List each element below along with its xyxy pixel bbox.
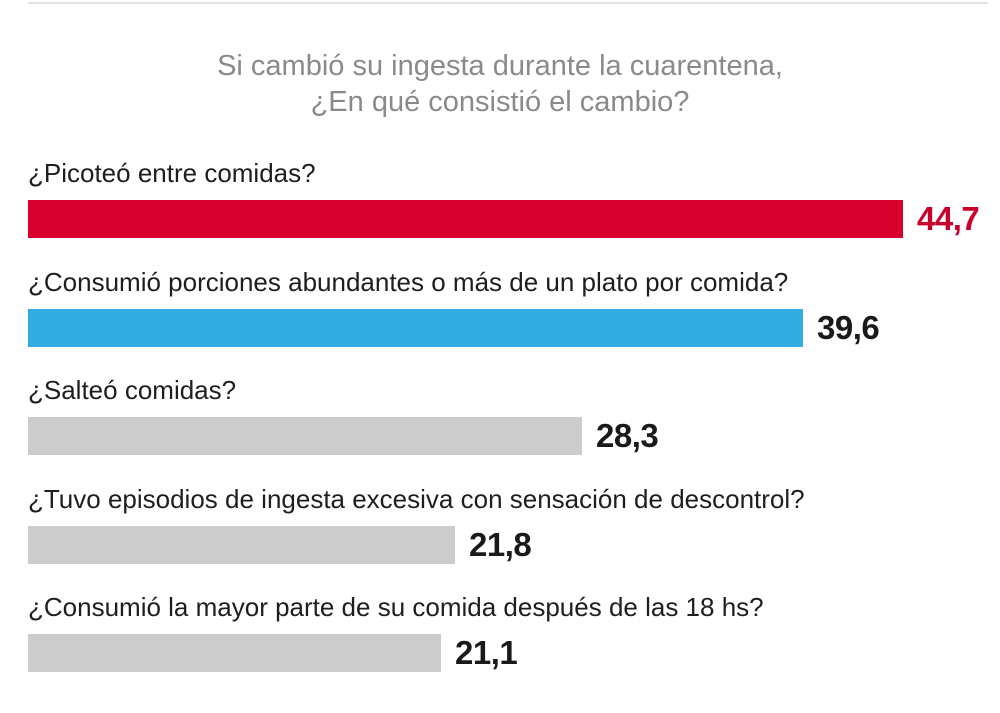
value-label: 44,7: [917, 200, 980, 237]
bar: [28, 417, 582, 455]
value-label: 39,6: [817, 308, 880, 346]
bar: [28, 200, 903, 238]
chart-title-line-1: Si cambió su ingesta durante la cuarente…: [217, 50, 783, 82]
chart-title-line-2: ¿En qué consistió el cambio?: [310, 86, 690, 118]
value-label: 28,3: [596, 417, 659, 454]
category-label: ¿Consumió la mayor parte de su comida de…: [28, 592, 764, 622]
category-label: ¿Picoteó entre comidas?: [28, 158, 316, 188]
category-label: ¿Salteó comidas?: [28, 375, 237, 405]
category-label: ¿Tuvo episodios de ingesta excesiva con …: [28, 483, 805, 514]
value-label: 21,8: [469, 525, 532, 563]
bar: [28, 634, 441, 672]
bar: [28, 308, 803, 347]
category-label: ¿Consumió porciones abundantes o más de …: [28, 266, 789, 297]
top-divider: [28, 2, 988, 4]
value-label: 21,1: [455, 634, 518, 671]
bar: [28, 525, 455, 564]
